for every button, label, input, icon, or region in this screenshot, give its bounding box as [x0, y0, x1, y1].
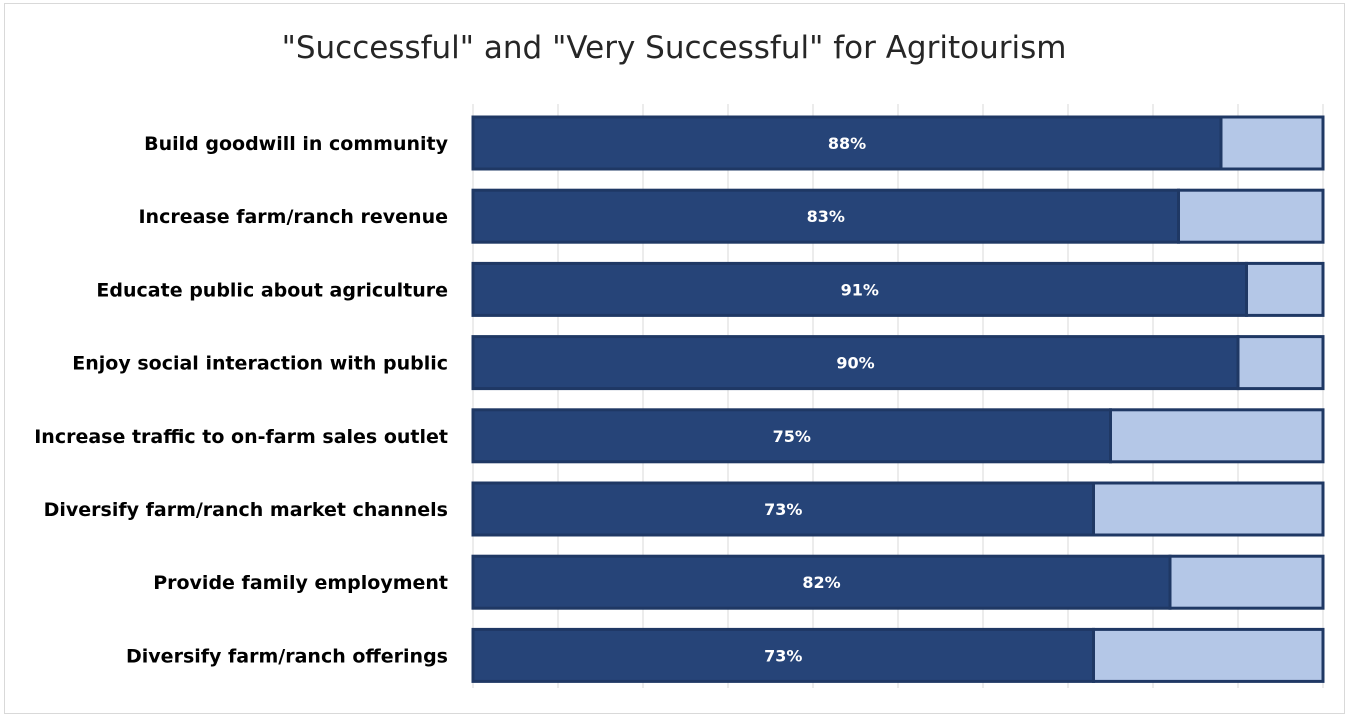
- data-label: 73%: [764, 500, 802, 519]
- bar-successful: [471, 481, 1095, 537]
- category-label: Diversify farm/ranch offerings: [126, 645, 448, 667]
- bar-remainder: [1168, 554, 1325, 610]
- bar-remainder: [1236, 335, 1325, 391]
- data-label: 83%: [807, 207, 845, 226]
- bar-remainder: [1245, 261, 1325, 317]
- category-label: Educate public about agriculture: [96, 279, 448, 301]
- data-label: 91%: [841, 280, 879, 299]
- category-label: Enjoy social interaction with public: [72, 353, 448, 375]
- data-label: 75%: [773, 427, 811, 446]
- bar-remainder: [1092, 627, 1325, 683]
- data-label: 73%: [764, 646, 802, 665]
- data-label: 88%: [828, 134, 866, 153]
- category-label: Increase traffic to on-farm sales outlet: [34, 426, 448, 448]
- chart-title: "Successful" and "Very Successful" for A…: [281, 30, 1067, 66]
- data-label: 90%: [836, 354, 874, 373]
- bar-remainder: [1219, 115, 1325, 171]
- category-label: Build goodwill in community: [144, 133, 448, 155]
- bar-remainder: [1177, 188, 1325, 244]
- bar-successful: [471, 554, 1172, 610]
- category-label: Increase farm/ranch revenue: [138, 206, 448, 228]
- bar-remainder: [1092, 481, 1325, 537]
- bar-remainder: [1109, 408, 1325, 464]
- category-label: Diversify farm/ranch market channels: [44, 499, 448, 521]
- data-label: 82%: [802, 573, 840, 592]
- category-label: Provide family employment: [153, 572, 448, 594]
- bar-successful: [471, 408, 1112, 464]
